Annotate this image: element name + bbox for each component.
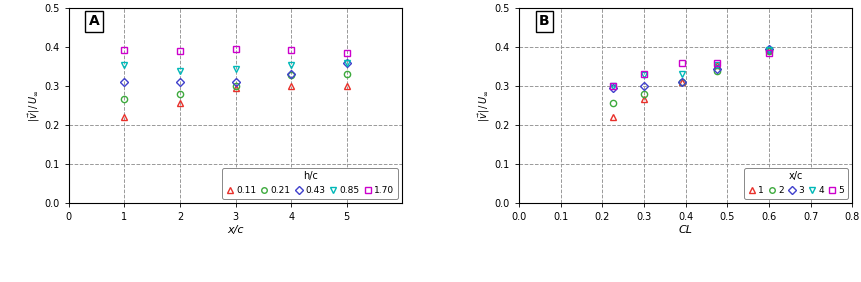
X-axis label: CL: CL [678, 225, 693, 235]
Legend: 0.11, 0.21, 0.43, 0.85, 1.70: 0.11, 0.21, 0.43, 0.85, 1.70 [222, 168, 398, 199]
Y-axis label: $|\vec{v}|\,/\,U_\infty$: $|\vec{v}|\,/\,U_\infty$ [476, 89, 492, 122]
Text: B: B [539, 14, 549, 28]
Text: A: A [89, 14, 100, 28]
X-axis label: x/c: x/c [227, 225, 244, 235]
Legend: 1, 2, 3, 4, 5: 1, 2, 3, 4, 5 [745, 168, 848, 199]
Y-axis label: $|\vec{v}|\,/\,U_\infty$: $|\vec{v}|\,/\,U_\infty$ [27, 89, 41, 122]
